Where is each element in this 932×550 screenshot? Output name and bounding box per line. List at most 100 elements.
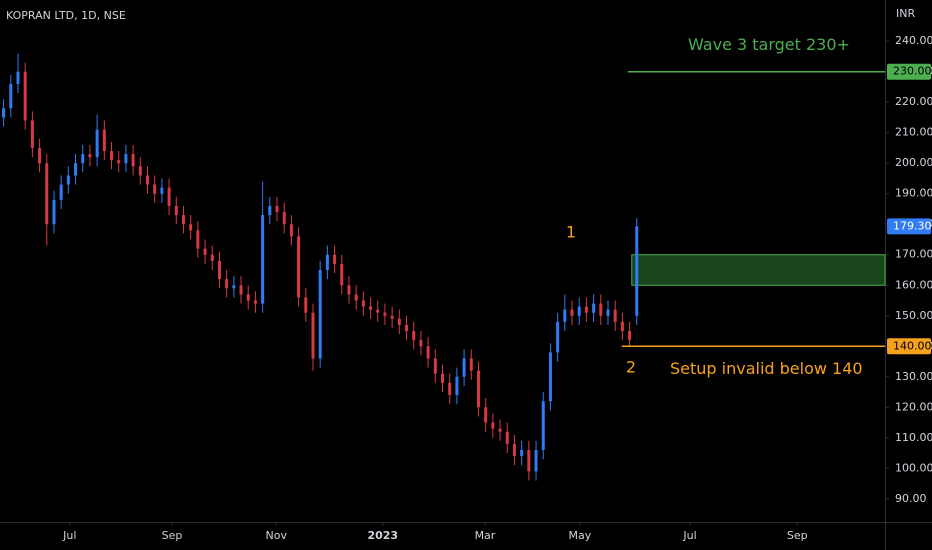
y-tick-label: 200.00 — [895, 156, 932, 169]
candle-body — [498, 428, 502, 432]
candle-body — [124, 154, 128, 164]
candle-body — [333, 254, 337, 264]
candle-body — [556, 321, 560, 353]
candle-body — [9, 83, 13, 109]
candle-body — [491, 422, 495, 429]
y-tick-label: 90.00 — [895, 492, 927, 505]
level-badge — [887, 338, 931, 355]
candle-body — [167, 187, 171, 206]
candle-body — [181, 215, 185, 225]
candle-body — [81, 154, 85, 164]
candle-body — [354, 294, 358, 301]
candle-body — [225, 279, 229, 289]
x-tick-label: 2023 — [367, 529, 398, 542]
candle-body — [95, 129, 99, 158]
y-tick-label: 170.00 — [895, 248, 932, 261]
candle-body — [318, 270, 322, 359]
candle-body — [160, 187, 164, 194]
candle-body — [584, 306, 588, 313]
chart-title: KOPRAN LTD, 1D, NSE — [6, 9, 126, 22]
candle-body — [16, 71, 20, 84]
candle-body — [102, 129, 106, 152]
candle-body — [340, 263, 344, 286]
candle-body — [210, 254, 214, 261]
candle-body — [635, 226, 639, 316]
candle-body — [476, 370, 480, 408]
candle-body — [146, 175, 149, 185]
candle-body — [138, 166, 142, 176]
y-tick-label: 190.00 — [895, 187, 932, 200]
candle-body — [455, 376, 459, 396]
candle-body — [484, 407, 488, 423]
candle-body — [448, 382, 452, 396]
candle-body — [383, 312, 387, 316]
candle-body — [369, 306, 373, 310]
candle-body — [282, 212, 286, 225]
candle-body — [131, 154, 135, 167]
last-price-label: 179.30 — [893, 219, 932, 232]
candle-body — [505, 431, 509, 444]
candle-body — [577, 306, 581, 316]
wave-label: 2 — [626, 358, 636, 377]
candle-body — [189, 224, 193, 231]
candle-body — [2, 108, 6, 118]
candle-body — [592, 303, 596, 313]
candle-body — [541, 401, 545, 450]
candle-body — [110, 151, 114, 161]
y-tick-label: 100.00 — [895, 461, 932, 474]
candle-body — [297, 236, 301, 298]
candle-body — [570, 309, 574, 316]
x-tick-label: Nov — [266, 529, 288, 542]
candle-body — [469, 358, 473, 371]
level-badge-label: 230.00 — [893, 65, 932, 78]
x-tick-label: Sep — [162, 529, 183, 542]
level-badge — [887, 63, 931, 80]
candle-body — [153, 184, 157, 194]
candle-body — [376, 309, 380, 313]
candle-body — [412, 331, 416, 341]
candle-body — [462, 358, 466, 377]
candle-body — [59, 184, 63, 200]
candle-body — [268, 205, 272, 216]
target-zone — [631, 254, 886, 286]
candle-body — [203, 248, 207, 255]
candle-body — [275, 205, 279, 213]
candle-body — [289, 224, 293, 237]
candle-body — [239, 285, 243, 295]
candle-body — [217, 260, 221, 280]
y-tick-label: 120.00 — [895, 400, 932, 413]
candle-body — [74, 163, 78, 176]
level-annotation: Wave 3 target 230+ — [688, 35, 850, 54]
candle-body — [620, 321, 624, 332]
currency-label: INR — [896, 7, 915, 20]
candle-body — [232, 285, 236, 289]
candle-body — [397, 318, 401, 325]
y-tick-label: 240.00 — [895, 34, 932, 47]
candle-body — [117, 160, 121, 164]
level-badge-label: 140.00 — [893, 339, 932, 352]
candle-body — [426, 346, 430, 359]
y-tick-label: 150.00 — [895, 309, 932, 322]
candle-body — [433, 358, 437, 374]
candle-body — [196, 230, 200, 249]
candle-body — [253, 300, 257, 304]
candle-body — [527, 450, 531, 472]
candle-body — [390, 315, 394, 319]
level-annotation: Setup invalid below 140 — [670, 359, 863, 378]
candle-body — [606, 309, 610, 316]
candle-body — [304, 297, 308, 313]
last-price-badge — [887, 218, 931, 235]
candle-body — [512, 443, 516, 457]
y-tick-label: 130.00 — [895, 370, 932, 383]
candle-body — [628, 331, 632, 341]
y-tick-label: 210.00 — [895, 126, 932, 139]
candle-body — [419, 340, 423, 347]
candle-body — [361, 300, 365, 307]
candle-body — [441, 373, 444, 383]
candle-body — [246, 294, 250, 301]
candle-body — [405, 324, 409, 332]
y-tick-label: 160.00 — [895, 278, 932, 291]
candle-body — [45, 163, 49, 225]
